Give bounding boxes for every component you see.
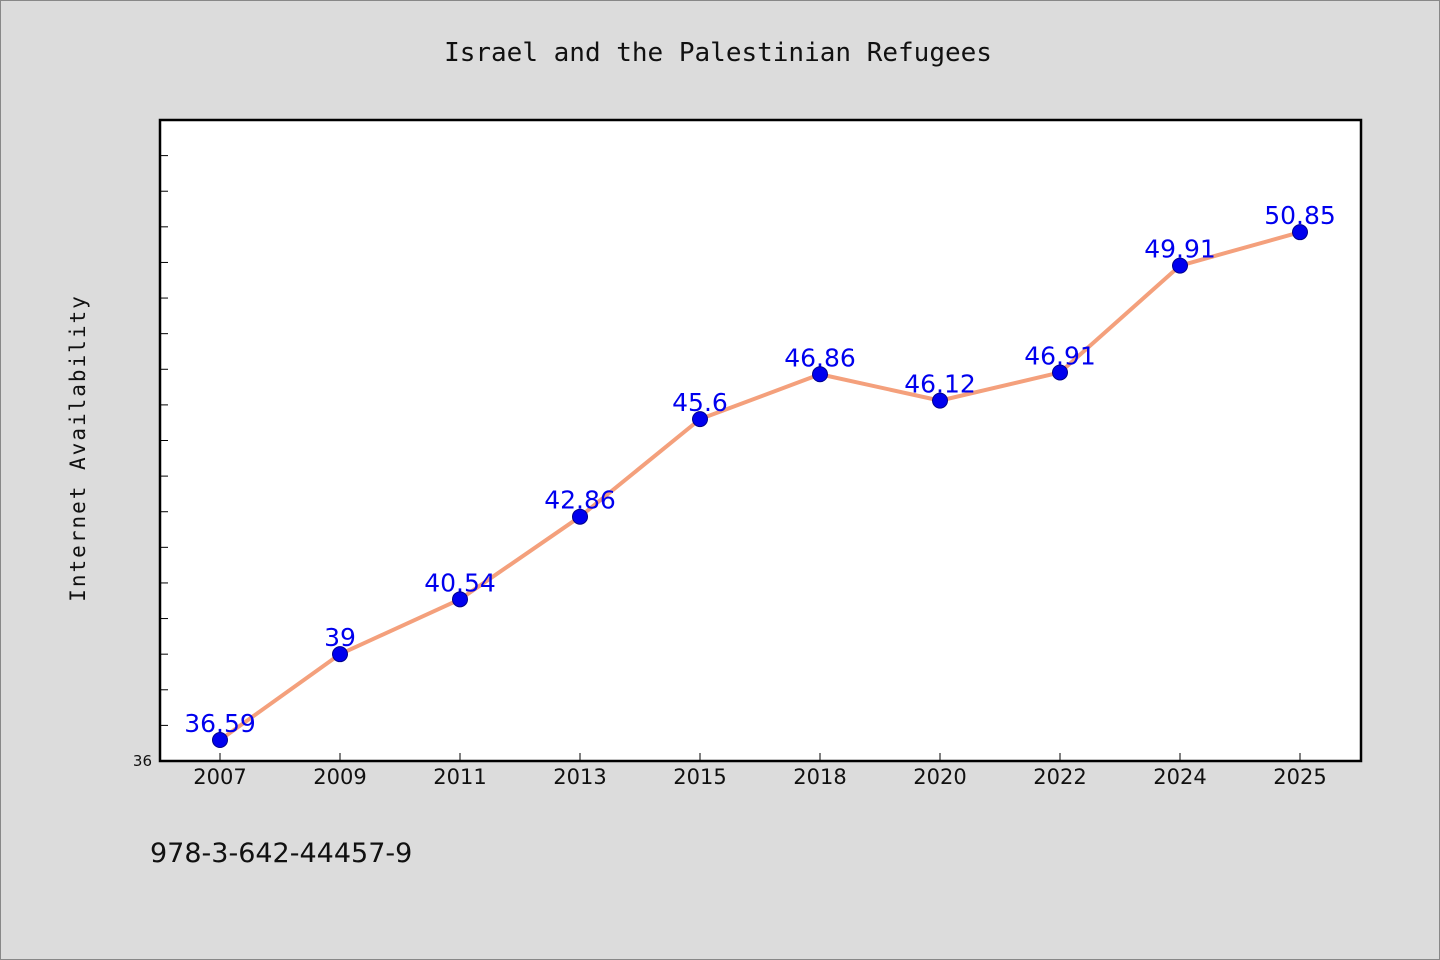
data-point [812,366,828,383]
data-point [332,646,348,663]
footer-isbn: 978-3-642-44457-9 [150,838,412,869]
x-tick-label: 2024 [1153,765,1206,789]
chart-title: Israel and the Palestinian Refugees [444,38,992,68]
plot-area [158,118,1363,763]
x-tick-label: 2018 [793,765,846,789]
series-line [218,230,1301,742]
x-tick-label: 2011 [433,765,486,789]
data-point [1292,224,1308,241]
data-point [692,411,708,428]
data-point [1172,257,1188,274]
x-tick-label: 2025 [1273,765,1326,789]
y-tick-label: 36 [133,752,152,770]
data-point [452,591,468,608]
data-point [932,392,948,409]
x-axis-ticks: 2007 2009 2011 2013 2015 2018 2020 2022 2024 2025 [193,753,1327,789]
y-axis-label: Internet Availability [66,294,90,602]
series-group: 36.593940.5442.8645.646.8646.1246.9149.9… [184,201,1336,748]
data-point [212,731,228,748]
x-tick-label: 2022 [1033,765,1086,789]
x-tick-label: 2007 [193,765,246,789]
data-point [572,508,588,525]
data-point [1052,364,1068,381]
y-axis-ticks: 36 [133,155,168,770]
x-tick-label: 2009 [313,765,366,789]
x-tick-label: 2013 [553,765,606,789]
x-tick-label: 2020 [913,765,966,789]
x-tick-label: 2015 [673,765,726,789]
